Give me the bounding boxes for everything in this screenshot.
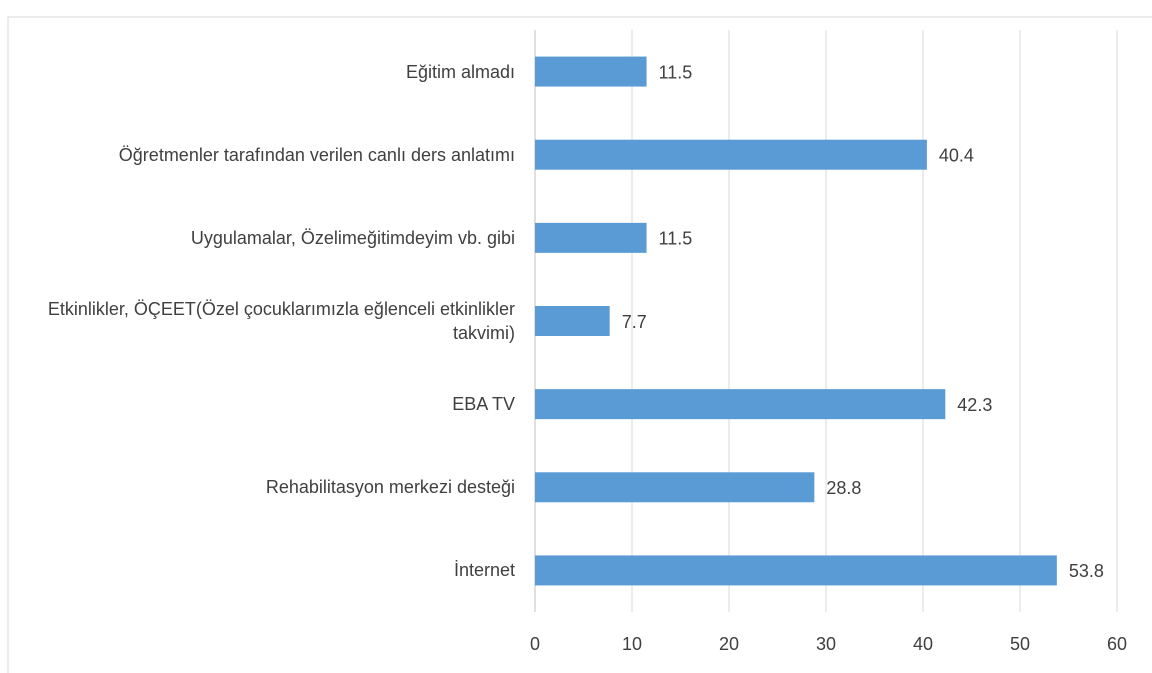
x-tick-label: 40 (913, 634, 933, 654)
data-label: 7.7 (622, 312, 647, 332)
data-label: 53.8 (1069, 561, 1104, 581)
x-tick-label: 30 (816, 634, 836, 654)
bar (535, 222, 647, 253)
bar (535, 139, 927, 170)
chart-border (7, 16, 1152, 673)
bar (535, 555, 1057, 586)
data-label: 28.8 (826, 478, 861, 498)
bar (535, 56, 647, 87)
data-label: 11.5 (659, 229, 693, 249)
data-label: 42.3 (957, 395, 992, 415)
bar (535, 389, 946, 420)
data-label: 11.5 (659, 62, 693, 82)
x-tick-label: 60 (1107, 634, 1127, 654)
category-label: Uygulamalar, Özelimeğitimdeyim vb. gibi (190, 227, 515, 248)
category-label: Rehabilitasyon merkezi desteği (265, 477, 515, 498)
category-label: Öğretmenler tarafından verilen canlı der… (118, 144, 515, 165)
category-label: Eğitim almadı (405, 61, 515, 82)
category-label: İnternet (453, 560, 515, 581)
data-label: 40.4 (939, 145, 974, 165)
x-tick-label: 10 (622, 634, 642, 654)
x-tick-label: 50 (1010, 634, 1030, 654)
x-tick-label: 20 (719, 634, 739, 654)
bar (535, 306, 610, 336)
category-label: Etkinlikler, ÖÇEET(Özel çocuklarımızla e… (47, 299, 515, 343)
x-tick-label: 0 (530, 634, 540, 654)
bar (535, 472, 815, 503)
category-label: EBA TV (452, 394, 515, 415)
